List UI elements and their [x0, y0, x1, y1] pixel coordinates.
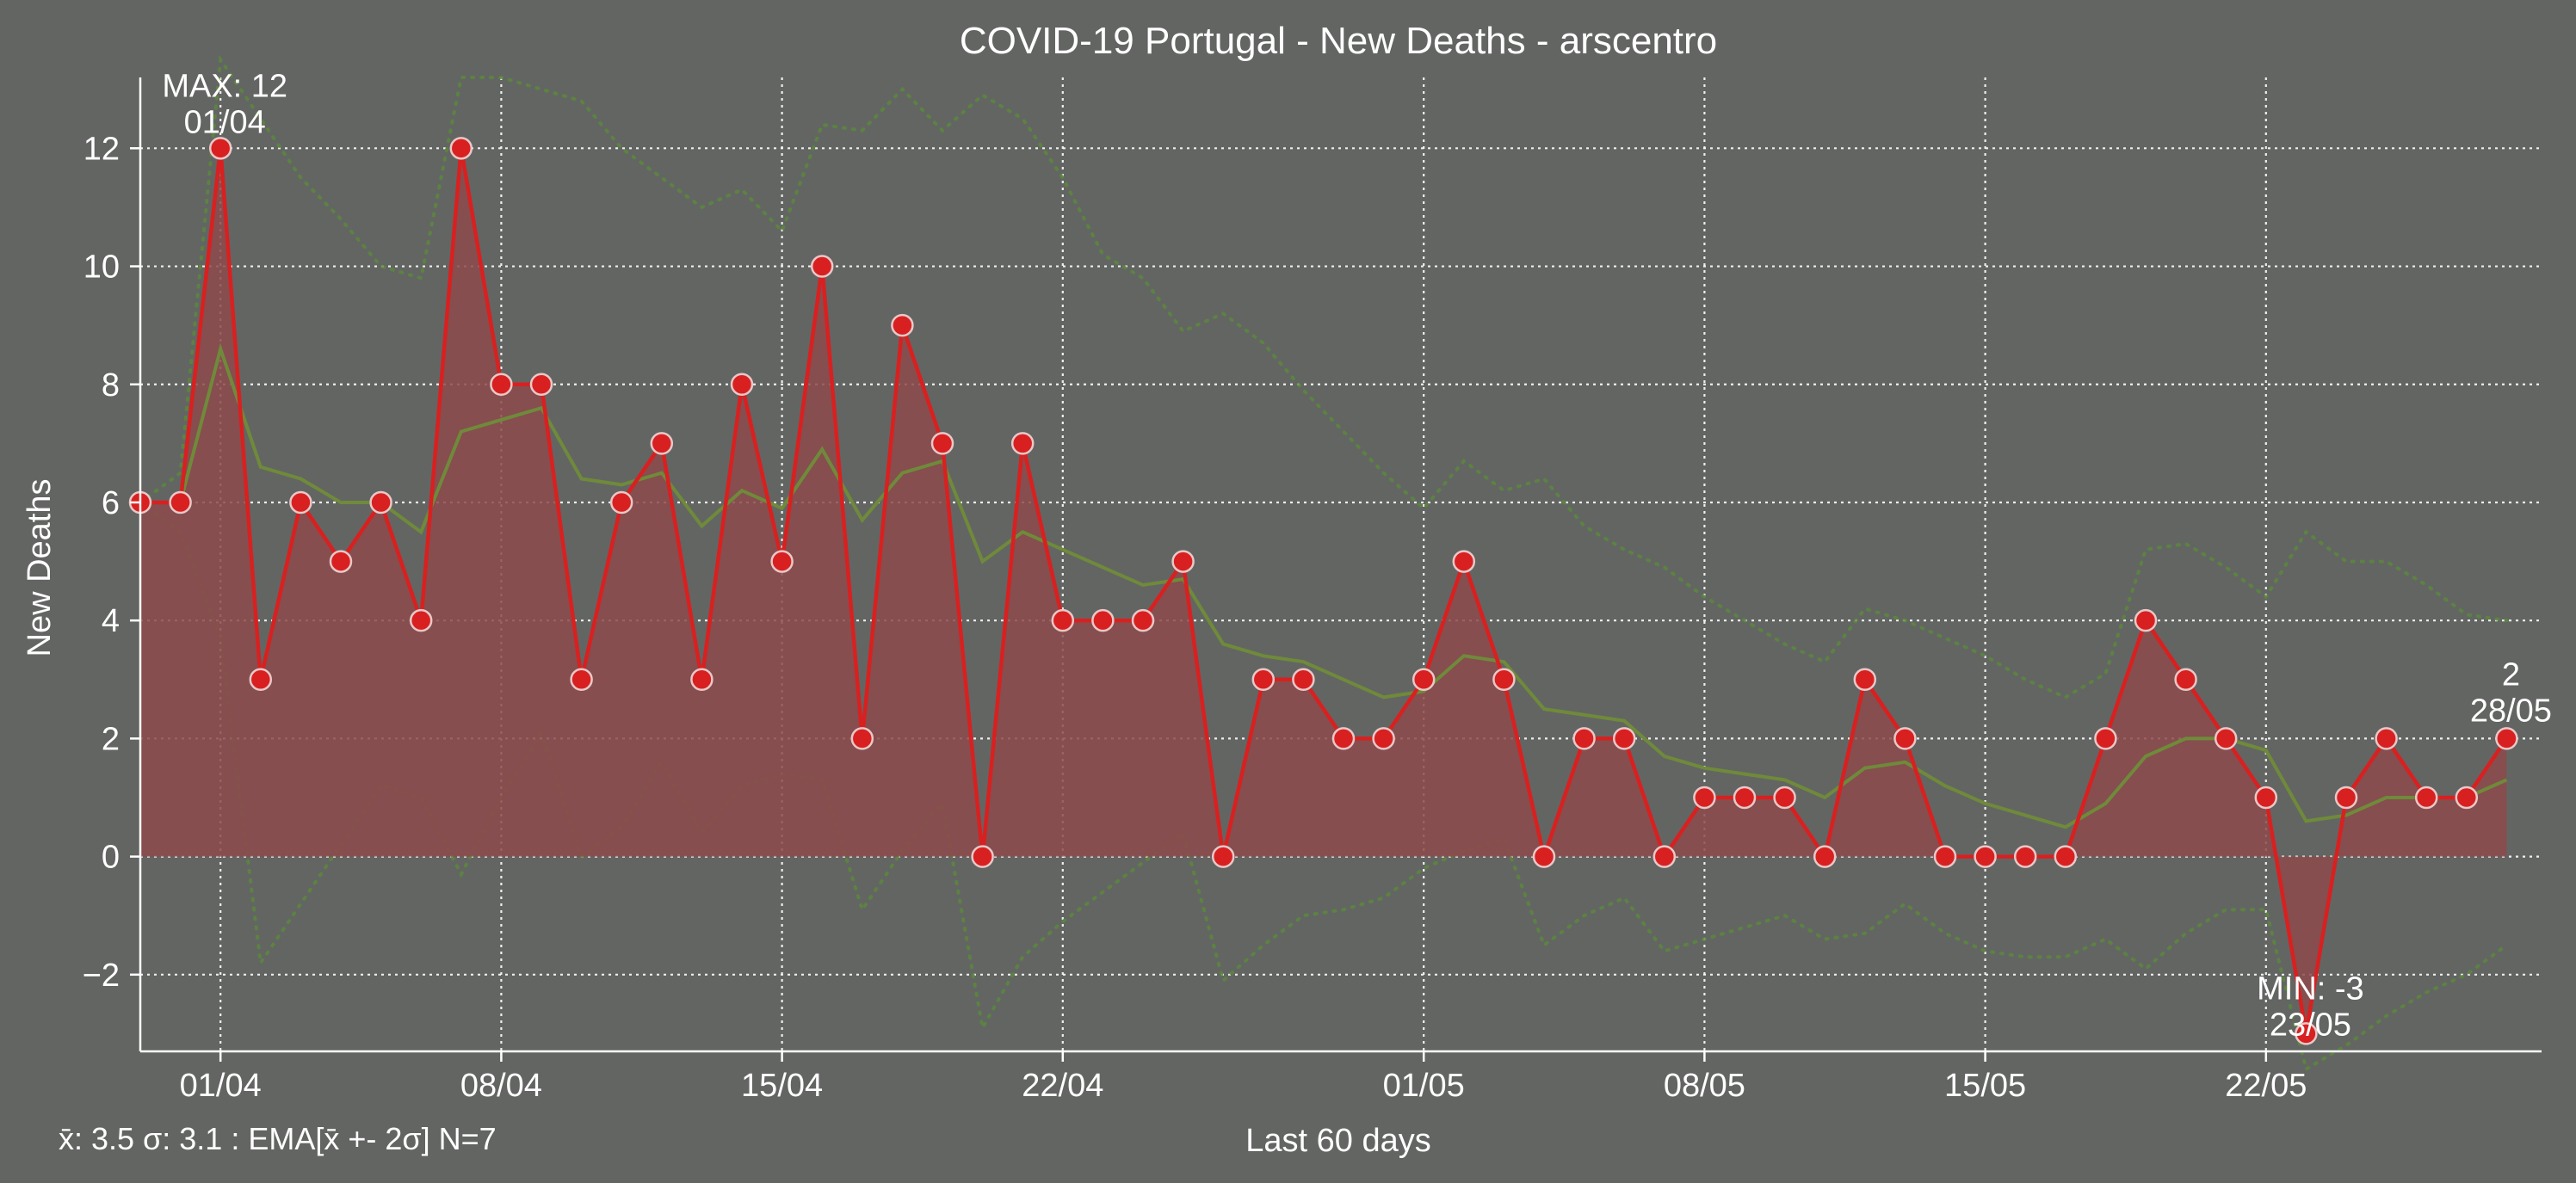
data-point [1292, 668, 1315, 692]
min-annotation-label: MIN: -3 [2257, 970, 2364, 1007]
y-tick-label: 2 [102, 721, 120, 757]
min-annotation-date: 23/05 [2270, 1007, 2351, 1043]
data-point [1131, 608, 1155, 632]
data-point [1733, 786, 1757, 810]
data-point [650, 432, 674, 455]
data-point [1572, 727, 1596, 750]
x-tick-labels: 01/04 08/04 15/04 22/04 01/05 08/05 15/05 22/05 [180, 1051, 2307, 1104]
data-point [1452, 550, 1476, 573]
y-tick-label: 0 [102, 840, 120, 876]
y-tick-label: 8 [102, 367, 120, 404]
data-point [1773, 786, 1796, 810]
data-point [850, 727, 874, 750]
x-tick-label: 15/04 [741, 1068, 823, 1104]
data-point [2013, 845, 2037, 868]
max-annotation-date: 01/04 [184, 104, 266, 140]
data-point [1693, 786, 1716, 810]
deaths-area-fill [140, 148, 2507, 1034]
data-point [1372, 727, 1395, 750]
data-point [1010, 432, 1035, 455]
data-point [169, 490, 192, 514]
axes [139, 77, 2542, 1053]
data-point [891, 313, 914, 337]
last-annotation-date: 28/05 [2470, 693, 2552, 729]
stats-footer: x̄: 3.5 σ: 3.1 : EMA[x̄ +- 2σ] N=7 [59, 1121, 497, 1156]
data-point [1331, 727, 1356, 750]
x-tick-label: 08/05 [1664, 1068, 1745, 1104]
data-point [2214, 727, 2238, 750]
data-point [249, 668, 273, 692]
data-point [2375, 727, 2398, 750]
x-tick-label: 08/04 [460, 1068, 542, 1104]
x-axis-label: Last 60 days [1245, 1123, 1430, 1159]
data-point [329, 550, 353, 573]
x-tick-label: 01/04 [180, 1068, 262, 1104]
data-point [2334, 786, 2358, 810]
data-point [2054, 845, 2078, 868]
data-point [2254, 786, 2278, 810]
data-point [208, 137, 232, 160]
data-point [409, 608, 433, 632]
data-point [1652, 845, 1677, 868]
data-point [289, 490, 312, 514]
y-axis-label: New Deaths [22, 479, 58, 657]
deaths-points [128, 137, 2518, 1045]
data-point [2455, 786, 2479, 810]
data-point [570, 668, 593, 692]
data-point [1091, 608, 1115, 632]
y-tick-label: −2 [83, 958, 120, 994]
data-point [1813, 845, 1837, 868]
data-point [1853, 668, 1877, 692]
x-tick-label: 01/05 [1383, 1068, 1465, 1104]
data-point [1893, 727, 1917, 750]
y-tick-label: 10 [83, 250, 120, 286]
y-tick-labels: −2 0 2 4 6 8 10 12 [83, 131, 140, 994]
data-point [1532, 845, 1556, 868]
data-point [930, 432, 954, 455]
y-tick-label: 6 [102, 485, 120, 521]
data-point [730, 373, 754, 397]
data-point [609, 490, 633, 514]
data-point [2134, 608, 2158, 632]
chart-title: COVID-19 Portugal - New Deaths - arscent… [960, 20, 1717, 62]
data-point [770, 550, 794, 573]
data-point [449, 137, 473, 160]
data-point [1211, 845, 1235, 868]
data-point [971, 845, 994, 868]
data-point [490, 373, 513, 397]
data-point [369, 490, 392, 514]
data-point [1051, 608, 1075, 632]
max-annotation-label: MAX: 12 [162, 68, 287, 104]
ema-upper-band [139, 54, 2509, 699]
data-point [2495, 727, 2518, 750]
data-point [2174, 668, 2197, 692]
y-tick-label: 4 [102, 603, 120, 639]
data-point [2414, 786, 2438, 810]
data-point [690, 668, 713, 692]
data-point [2094, 727, 2117, 750]
last-annotation-label: 2 [2502, 656, 2520, 693]
data-point [1171, 550, 1195, 573]
data-point [529, 373, 553, 397]
ema-line [140, 342, 2508, 829]
y-tick-label: 12 [83, 131, 120, 167]
data-point [1412, 668, 1436, 692]
x-tick-label: 22/04 [1022, 1068, 1103, 1104]
x-tick-label: 15/05 [1944, 1068, 2026, 1104]
data-point [1933, 845, 1957, 868]
x-tick-label: 22/05 [2225, 1068, 2307, 1104]
data-point [2295, 1022, 2318, 1045]
data-point [1251, 668, 1276, 692]
data-point [1492, 668, 1516, 692]
data-point [1612, 727, 1636, 750]
data-point [1974, 845, 1997, 868]
data-point [810, 255, 834, 278]
